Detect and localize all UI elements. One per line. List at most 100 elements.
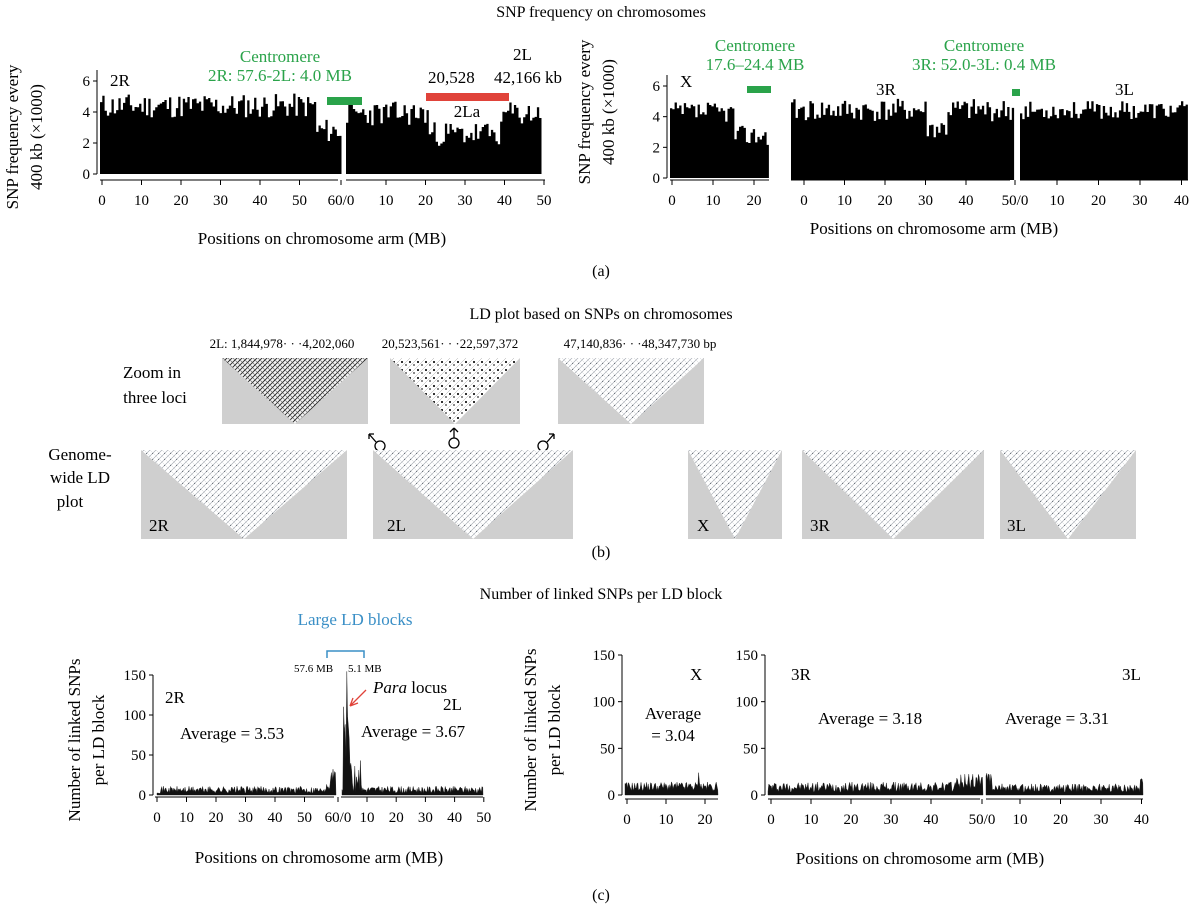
c-3L-xtick-label: 40 xyxy=(1134,812,1149,828)
c-X-xtick-label: 0 xyxy=(623,812,631,828)
a-2L-xtick-label: 50 xyxy=(537,193,552,209)
c-left-ytick-label: 0 xyxy=(139,788,147,804)
c-2R-xtick-label: 40 xyxy=(268,810,283,826)
c-left-yticks: 0 50 100 150 xyxy=(124,668,153,804)
c-para-arrow-icon xyxy=(349,689,367,707)
c-left-xlabel: Positions on chromosome arm (MB) xyxy=(195,848,443,867)
a-3L-xtick-label: 10 xyxy=(1050,193,1065,209)
linked-snp-area xyxy=(767,774,984,796)
svg-text:2L: 2L xyxy=(387,516,406,535)
male-symbol-icon xyxy=(368,433,386,452)
c-arm-X: X xyxy=(690,665,702,684)
c-large-ld-label: Large LD blocks xyxy=(298,610,413,629)
c-arm-2R: 2R xyxy=(165,688,186,707)
b-zoom-box-1 xyxy=(222,358,368,424)
a-inv-start: 20,528 xyxy=(428,68,475,87)
a-left-xticks: 0 10 20 30 40 50 60/0 10 20 30 40 50 xyxy=(98,180,552,209)
a-2R-xtick-label: 50 xyxy=(292,193,307,209)
a-arm-3L: 3L xyxy=(1115,80,1134,99)
a-right-yticks: 0 2 4 6 xyxy=(653,79,667,187)
a-join-xtick-label: 60/0 xyxy=(328,193,355,209)
c-2R-xtick-label: 0 xyxy=(153,810,161,826)
snp-bars xyxy=(791,98,1015,180)
a-right-ytick-label: 4 xyxy=(653,110,661,126)
b-locus-2: 20,523,561· · ·22,597,372 xyxy=(382,336,519,351)
a-3R-xtick-label: 10 xyxy=(837,193,852,209)
a-inversion-bar xyxy=(426,93,509,101)
c-X-ytick-label: 150 xyxy=(593,648,616,664)
c-arm-3L: 3L xyxy=(1122,665,1141,684)
b-locus-3: 47,140,836· · ·48,347,730 bp xyxy=(564,336,717,351)
a-2R-xtick-label: 30 xyxy=(213,193,228,209)
c-2L-xtick-label: 30 xyxy=(418,810,433,826)
panel-a-label: (a) xyxy=(592,263,610,280)
c-right-xlabel: Positions on chromosome arm (MB) xyxy=(796,849,1044,868)
c-3L-xtick-label: 10 xyxy=(1013,812,1028,828)
a-centromere-bar xyxy=(327,97,362,105)
c-avg-X-1: Average xyxy=(645,704,701,723)
c-left-ytick-label: 50 xyxy=(131,748,146,764)
a-left-ytick-label: 4 xyxy=(83,105,91,121)
male-symbol-icon xyxy=(537,433,555,452)
c-2R-xtick-label: 30 xyxy=(238,810,253,826)
panel-a-title: SNP frequency on chromosomes xyxy=(496,4,706,21)
c-arm-3R: 3R xyxy=(791,665,812,684)
a-left-yticks: 0 2 4 6 xyxy=(83,74,97,183)
c-left-ylabel-1: Number of linked SNPs xyxy=(65,659,84,822)
a-3-centromere-bar xyxy=(1012,89,1020,96)
snp-bars xyxy=(346,101,542,174)
a-inversion-name: 2La xyxy=(454,102,481,121)
c-left-area xyxy=(156,671,484,796)
a-join3-xtick-label: 50/0 xyxy=(1002,193,1029,209)
c-X-ytick-label: 100 xyxy=(593,695,616,711)
a-3R-xtick-label: 20 xyxy=(878,193,893,209)
a-3-centromere-detail: 3R: 52.0-3L: 0.4 MB xyxy=(912,55,1056,74)
a-3L-xtick-label: 20 xyxy=(1091,193,1106,209)
a-left-ylabel-1: SNP frequency every xyxy=(3,64,22,209)
a-right-xlabel: Positions on chromosome arm (MB) xyxy=(810,219,1058,238)
b-zoom-box-2 xyxy=(390,358,520,424)
c-right-yticks-3: 0 50 100 150 xyxy=(736,648,765,804)
a-X-xtick-label: 0 xyxy=(668,193,676,209)
a-left-ytick-label: 6 xyxy=(83,74,91,90)
c-2L-xtick-label: 10 xyxy=(360,810,375,826)
a-inv-end: 42,166 kb xyxy=(494,68,562,87)
a-left-ytick-label: 2 xyxy=(83,136,91,152)
a-arm-2L: 2L xyxy=(513,45,532,64)
c-3-ytick-label: 50 xyxy=(743,741,758,757)
a-3R-xtick-label: 0 xyxy=(800,193,808,209)
c-join3-xtick-label: 50/0 xyxy=(969,812,996,828)
a-X-xtick-label: 10 xyxy=(706,193,721,209)
c-2R-xtick-label: 50 xyxy=(297,810,312,826)
c-bracket-right: 5.1 MB xyxy=(348,663,382,675)
panel-c-label: (c) xyxy=(592,887,610,904)
c-3-ytick-label: 100 xyxy=(736,695,759,711)
b-ld-3R: 3R xyxy=(802,450,984,539)
snp-bars xyxy=(670,102,769,178)
c-para-locus: Para locus xyxy=(372,678,447,697)
b-zoom-label-1: Zoom in xyxy=(123,363,182,382)
b-zoom-box-3 xyxy=(558,358,704,424)
a-centromere-detail: 2R: 57.6-2L: 4.0 MB xyxy=(208,66,352,85)
a-arm-3R: 3R xyxy=(876,80,897,99)
a-x-centromere-bar xyxy=(747,86,771,93)
a-right-ylabel-1: SNP frequency every xyxy=(575,39,594,184)
panel-b-title: LD plot based on SNPs on chromosomes xyxy=(469,306,732,323)
c-3-ytick-label: 0 xyxy=(751,788,759,804)
c-3-ytick-label: 150 xyxy=(736,648,759,664)
b-ld-3L: 3L xyxy=(1000,450,1136,539)
c-X-xtick-label: 10 xyxy=(659,812,674,828)
linked-snp-area xyxy=(985,773,1144,796)
c-join2-xtick-label: 60/0 xyxy=(325,810,352,826)
b-ld-2L: 2L xyxy=(373,450,573,539)
a-2R-xtick-label: 20 xyxy=(174,193,189,209)
linked-snp-area xyxy=(341,671,484,796)
c-2R-xtick-label: 20 xyxy=(209,810,224,826)
a-right-ytick-label: 0 xyxy=(653,171,661,187)
c-right-yticks-X: 0 50 100 150 xyxy=(593,648,622,804)
a-2R-xtick-label: 40 xyxy=(253,193,268,209)
a-left-bars xyxy=(100,93,769,178)
c-X-ytick-label: 0 xyxy=(608,788,616,804)
c-3R-xtick-label: 30 xyxy=(884,812,899,828)
c-avg-3L: Average = 3.31 xyxy=(1005,709,1109,728)
